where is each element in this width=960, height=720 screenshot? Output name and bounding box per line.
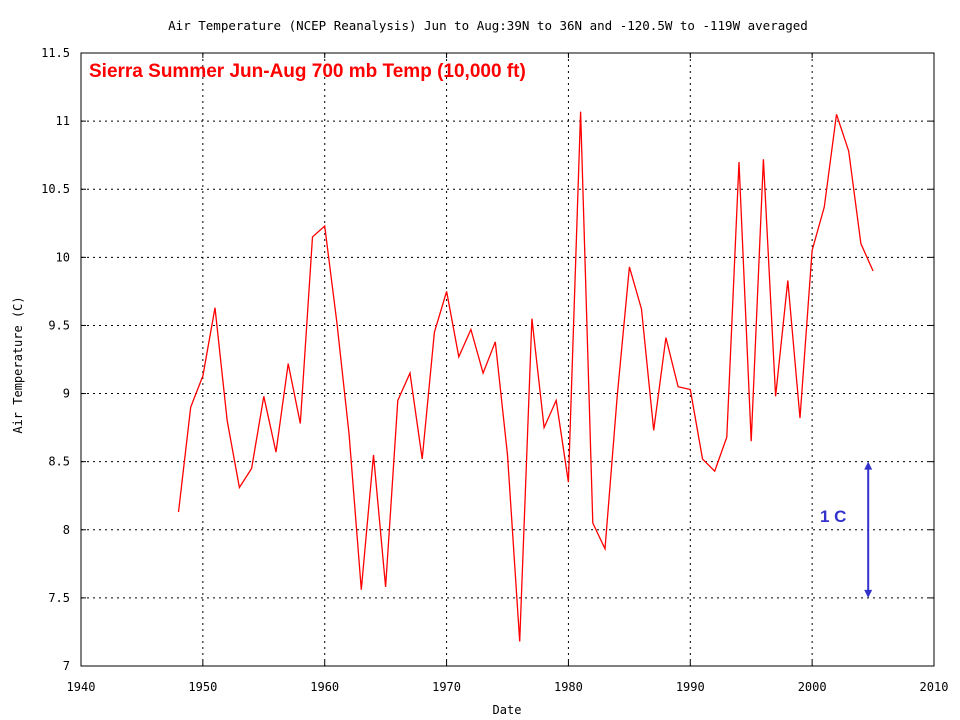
y-tick-label: 7	[63, 659, 70, 673]
y-tick-label: 9.5	[48, 318, 70, 332]
y-tick-label: 8	[63, 523, 70, 537]
y-tick-label: 11.5	[41, 46, 70, 60]
grid	[81, 53, 934, 666]
x-tick-label: 1990	[676, 680, 705, 694]
x-tick-label: 1960	[310, 680, 339, 694]
x-tick-label: 1950	[188, 680, 217, 694]
x-tick-label: 2000	[798, 680, 827, 694]
y-ticks: 7 7.5 8 8.5 9 9.5 10 10.5 11 11.5	[41, 46, 934, 673]
scale-arrow-head-up	[864, 461, 873, 470]
series-line	[177, 111, 874, 642]
x-tick-label: 2010	[920, 680, 949, 694]
plot-frame	[80, 52, 935, 667]
x-ticks: 1940 1950 1960 1970 1980 1990 2000 2010	[67, 53, 949, 694]
scale-arrow-head-down	[864, 589, 873, 598]
y-tick-label: 8.5	[48, 455, 70, 469]
annotations: Sierra Summer Jun-Aug 700 mb Temp (10,00…	[89, 61, 873, 598]
y-tick-label: 9	[63, 387, 70, 401]
y-axis-label: Air Temperature (C)	[11, 296, 25, 433]
x-tick-label: 1980	[554, 680, 583, 694]
x-tick-label: 1940	[67, 680, 96, 694]
series	[177, 111, 874, 642]
annotation-scale-label: 1 C	[820, 507, 846, 526]
x-axis-label: Date	[493, 703, 522, 717]
x-tick-label: 1970	[432, 680, 461, 694]
chart-title: Air Temperature (NCEP Reanalysis) Jun to…	[168, 18, 808, 33]
annotation-title: Sierra Summer Jun-Aug 700 mb Temp (10,00…	[89, 61, 526, 82]
y-tick-label: 11	[56, 114, 70, 128]
y-tick-label: 7.5	[48, 591, 70, 605]
y-tick-label: 10	[56, 250, 70, 264]
y-tick-label: 10.5	[41, 182, 70, 196]
